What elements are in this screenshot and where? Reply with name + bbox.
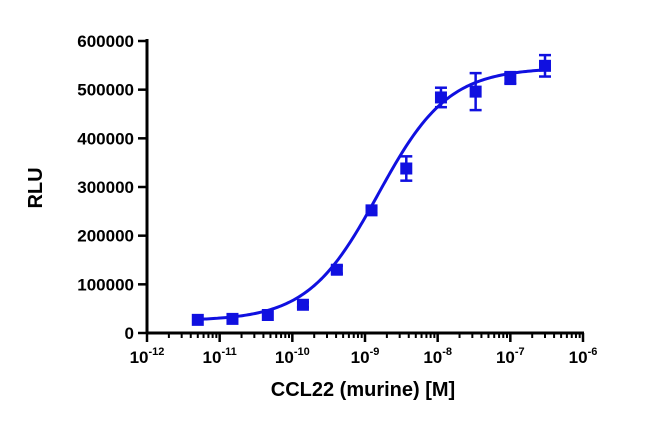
y-tick-label: 600000	[77, 32, 134, 51]
x-tick-label: 10-8	[423, 346, 452, 367]
x-axis-label: CCL22 (murine) [M]	[271, 379, 455, 401]
y-axis-ticks: 0 100000 200000 300000 400000 500000 600000	[77, 32, 147, 343]
x-tick-label: 10-9	[351, 346, 380, 367]
data-point	[400, 155, 413, 182]
point-marker	[296, 298, 309, 311]
point-marker	[469, 85, 482, 98]
point-marker	[330, 263, 343, 276]
point-marker	[365, 204, 378, 217]
data-points	[191, 53, 552, 326]
point-marker	[400, 162, 413, 175]
fit-curve	[197, 68, 546, 321]
point-marker	[261, 308, 274, 321]
data-point	[539, 53, 552, 78]
data-point	[434, 86, 447, 109]
y-tick-label: 0	[125, 324, 134, 343]
x-tick-label: 10-7	[496, 346, 525, 367]
data-point	[469, 71, 482, 112]
y-tick-label: 100000	[77, 275, 134, 294]
y-tick-label: 300000	[77, 178, 134, 197]
y-tick-label: 200000	[77, 227, 134, 246]
point-marker	[504, 71, 517, 84]
y-tick-label: 500000	[77, 81, 134, 100]
data-point	[296, 298, 309, 311]
x-tick-label: 10-11	[203, 346, 237, 367]
data-point	[261, 308, 274, 321]
data-point	[330, 263, 343, 276]
axes	[145, 39, 584, 335]
point-marker	[191, 313, 204, 326]
x-axis-ticks: 10-12 10-11 10-10 10-9 10-8 10-7 10-6	[130, 333, 598, 367]
x-tick-label: 10-12	[130, 346, 165, 367]
point-marker	[434, 91, 447, 104]
data-point	[504, 70, 517, 86]
x-tick-label: 10-6	[569, 346, 598, 367]
point-marker	[539, 59, 552, 72]
y-axis-label: RLU	[25, 167, 47, 208]
point-marker	[226, 312, 239, 325]
data-point	[226, 312, 239, 325]
x-tick-label: 10-10	[275, 346, 310, 367]
data-point	[191, 313, 204, 326]
data-point	[365, 204, 378, 217]
y-tick-label: 400000	[77, 129, 134, 148]
